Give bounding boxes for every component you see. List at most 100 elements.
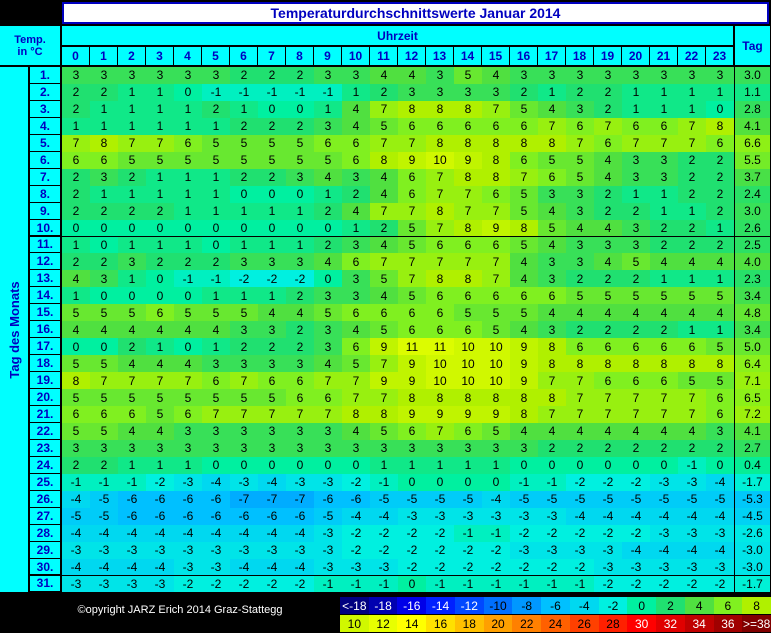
cell: 6: [706, 406, 734, 423]
day-label: 13.: [30, 270, 60, 287]
cell: 0: [314, 270, 342, 288]
cell: 2: [370, 83, 398, 101]
cell: 2: [678, 168, 706, 186]
cell: 3: [286, 439, 314, 457]
hour-label: 23: [706, 47, 733, 65]
day-mean: 3.4: [735, 287, 770, 305]
cell: 4: [594, 253, 622, 271]
cell: 4: [538, 236, 566, 254]
cell: 1: [650, 100, 678, 118]
cell: 7: [426, 422, 454, 440]
cell: 4: [650, 253, 678, 271]
cell: -2: [538, 524, 566, 542]
cell: -3: [174, 558, 202, 576]
cell: 7: [622, 406, 650, 423]
cell: 2: [566, 439, 594, 457]
cell: 5: [230, 134, 258, 152]
cell: 6: [454, 236, 482, 254]
cell: 3: [230, 439, 258, 457]
cell: 6: [314, 389, 342, 406]
cell: 4: [118, 422, 146, 440]
cell: 6: [398, 117, 426, 135]
cell: -3: [258, 541, 286, 559]
cell: 5: [510, 100, 538, 118]
cell: 2: [62, 253, 90, 271]
cell: 3: [258, 355, 286, 373]
cell: 0: [258, 185, 286, 203]
cell: 3: [146, 67, 174, 84]
cell: 7: [482, 253, 510, 271]
cell: 2: [706, 202, 734, 220]
cell: -4: [258, 473, 286, 491]
cell: 8: [510, 389, 538, 406]
cell: 3: [286, 355, 314, 373]
cell: -3: [594, 558, 622, 576]
cell: 1: [230, 287, 258, 305]
cell: 1: [146, 83, 174, 101]
day-mean: 3.0: [735, 202, 770, 220]
cell: 3: [398, 439, 426, 457]
cell: 2: [62, 83, 90, 101]
cell: 6: [398, 321, 426, 339]
cell: -2: [594, 575, 622, 593]
cell: -4: [566, 507, 594, 525]
day-label: 25.: [30, 473, 60, 490]
cell: 6: [650, 338, 678, 356]
cell: 8: [370, 406, 398, 423]
cell: 6: [622, 372, 650, 390]
cell: -4: [342, 507, 370, 525]
cell: 1: [118, 83, 146, 101]
cell: -5: [594, 490, 622, 508]
day-mean: 3.0: [735, 67, 770, 84]
cell: 4: [566, 422, 594, 440]
cell: 6: [482, 236, 510, 254]
cell: 0: [90, 236, 118, 254]
cell: 1: [706, 219, 734, 237]
hour-label: 8: [286, 47, 313, 65]
cell: 7: [678, 406, 706, 423]
cell: 6: [342, 304, 370, 322]
corner-line: in °C: [17, 45, 43, 58]
legend-item: -12: [454, 597, 484, 614]
cell: -4: [706, 473, 734, 491]
day-label: 24.: [30, 456, 60, 473]
cell: -3: [650, 473, 678, 491]
cell: 6: [90, 406, 118, 423]
cell: 3: [566, 236, 594, 254]
cell: 8: [482, 134, 510, 152]
cell: 7: [202, 406, 230, 423]
cell: 3: [482, 83, 510, 101]
cell: -2: [426, 524, 454, 542]
cell: 6: [342, 134, 370, 152]
cell: 5: [118, 151, 146, 169]
hour-label: 3: [146, 47, 173, 65]
cell: -1: [510, 575, 538, 593]
cell: 8: [454, 100, 482, 118]
cell: -3: [62, 541, 90, 559]
cell: 5: [174, 389, 202, 406]
day-label: 7.: [30, 168, 60, 185]
cell: 7: [146, 372, 174, 390]
cell: 2: [594, 100, 622, 118]
cell: 1: [202, 338, 230, 356]
cell: 2: [706, 185, 734, 203]
cell: 3: [538, 67, 566, 84]
cell: -4: [650, 541, 678, 559]
legend-item: 4: [684, 597, 714, 614]
cell: 4: [594, 151, 622, 169]
cell: 8: [426, 270, 454, 288]
cell: -2: [230, 575, 258, 593]
cell: 6: [566, 338, 594, 356]
cell: 0: [62, 338, 90, 356]
cell: 3: [594, 67, 622, 84]
cell: 3: [622, 168, 650, 186]
legend-item: 12: [368, 615, 398, 632]
day-mean: -1.7: [735, 575, 770, 593]
cell: 7: [286, 406, 314, 423]
cell: -2: [398, 524, 426, 542]
cell: 6: [426, 236, 454, 254]
legend-item: -6: [541, 597, 570, 614]
cell: 1: [482, 456, 510, 474]
cell: 4: [594, 219, 622, 237]
legend-item: <-18: [340, 597, 369, 614]
